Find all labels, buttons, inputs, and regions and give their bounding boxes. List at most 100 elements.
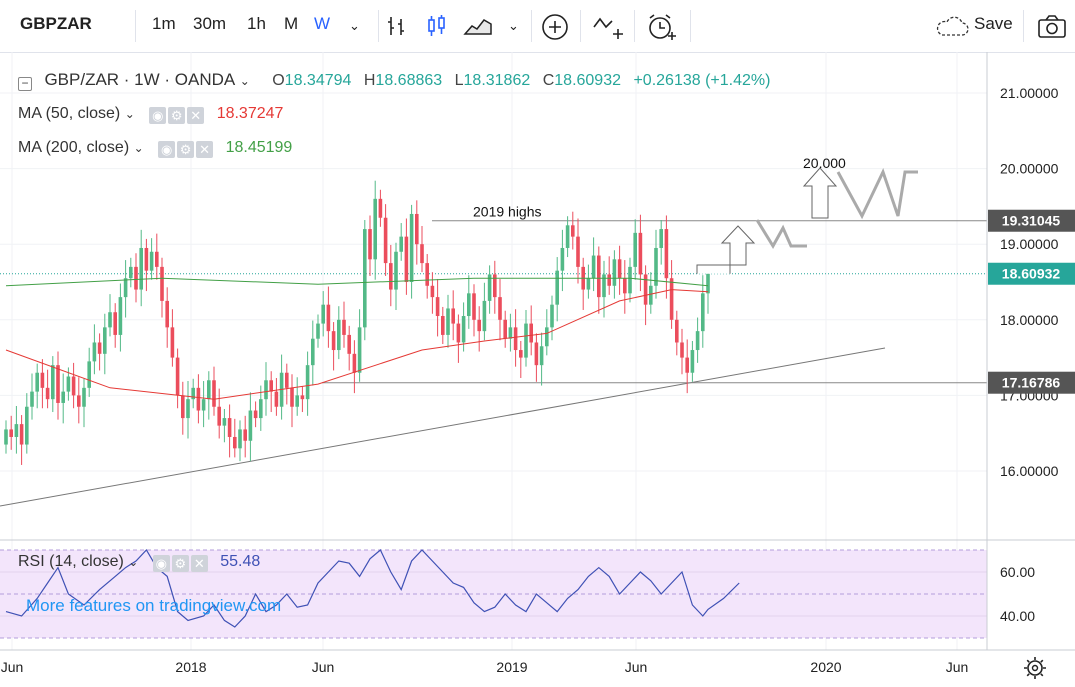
chevron-down-icon[interactable]: ⌄ — [128, 555, 139, 569]
close-icon[interactable]: ✕ — [187, 107, 205, 124]
candle-body — [586, 278, 591, 290]
rsi-tick-label: 40.00 — [1000, 608, 1035, 624]
time-tick-label: 2020 — [810, 659, 841, 675]
candle-body — [389, 263, 393, 290]
gear-icon[interactable]: ⚙ — [168, 107, 186, 124]
candle-body — [654, 247, 658, 286]
candle-body — [311, 338, 315, 366]
compare-icon[interactable] — [592, 13, 626, 41]
candle-body — [664, 229, 669, 279]
symbol-search[interactable]: GBPZAR — [20, 14, 92, 33]
rsi-line — [5, 549, 740, 628]
candle-body — [186, 399, 190, 419]
candle-body — [493, 274, 497, 298]
price-axis[interactable]: 21.0000020.0000019.0000018.0000017.00000… — [1000, 85, 1059, 479]
candle-body — [487, 274, 492, 301]
chevron-down-icon[interactable]: ⌄ — [239, 74, 250, 88]
time-axis[interactable]: Jun 2018 Jun 2019 Jun 2020 Jun — [1, 659, 969, 675]
legend-buttons[interactable]: ◉ ⚙ ✕ — [158, 139, 219, 158]
chevron-down-icon[interactable]: ⌄ — [349, 18, 360, 33]
legend-buttons[interactable]: ◉ ⚙ ✕ — [149, 105, 210, 124]
candle-body — [326, 304, 331, 332]
candle-body — [706, 273, 710, 294]
candle-body — [680, 342, 684, 358]
candle-body — [690, 350, 695, 373]
gear-icon[interactable]: ⚙ — [171, 555, 189, 572]
candle-body — [227, 418, 232, 437]
rsi-grid — [0, 549, 987, 639]
candle-body — [612, 259, 617, 286]
candle-body — [35, 372, 39, 392]
candle-body — [602, 274, 606, 298]
candle-body — [82, 387, 86, 407]
close-icon[interactable]: ✕ — [196, 141, 214, 158]
chevron-down-icon[interactable]: ⌄ — [508, 18, 519, 33]
candle-body — [638, 232, 643, 275]
candle-body — [524, 323, 528, 358]
interval-1m[interactable]: 1m — [152, 14, 176, 33]
price-chart[interactable]: 2019 highs 20.000 21.00000 20.00000 19.000… — [0, 52, 1075, 687]
save-button[interactable]: Save — [974, 14, 1013, 33]
trend-line[interactable] — [0, 347, 886, 507]
candle-body — [274, 391, 279, 407]
cloud-icon[interactable] — [934, 15, 970, 39]
candle-body — [472, 293, 476, 320]
candle-body — [30, 391, 34, 407]
candle-body — [259, 399, 263, 419]
candle-body — [134, 266, 138, 290]
gear-icon[interactable]: ⚙ — [177, 141, 195, 158]
time-tick-label: Jun — [625, 659, 648, 675]
candle-body — [425, 263, 429, 286]
close-icon[interactable]: ✕ — [190, 555, 208, 572]
indicators-add-icon[interactable] — [541, 13, 569, 41]
projection-drawings[interactable] — [696, 167, 918, 274]
alarm-clock-icon[interactable] — [646, 12, 678, 42]
price-tags: 19.31045 18.60932 17.16786 — [988, 209, 1075, 394]
candle-body — [435, 297, 440, 317]
interval-week[interactable]: W — [314, 14, 331, 33]
candle-body — [9, 429, 13, 437]
candle-body — [25, 406, 29, 445]
candle-body — [420, 244, 424, 264]
chevron-down-icon[interactable]: ⌄ — [133, 141, 144, 155]
candle-body — [149, 251, 154, 271]
collapse-icon[interactable]: − — [18, 77, 32, 91]
bar-chart-icon[interactable] — [385, 14, 409, 38]
candle-body — [628, 266, 632, 294]
chart-title[interactable]: GBP/ZAR · 1W · OANDA — [44, 70, 236, 89]
time-tick-label: 2018 — [175, 659, 206, 675]
candle-body — [461, 316, 466, 343]
camera-icon[interactable] — [1037, 14, 1067, 40]
highs-annotation: 2019 highs — [473, 204, 542, 220]
candle-body — [243, 429, 247, 441]
candle-body — [409, 213, 414, 282]
rsi-legend[interactable]: RSI (14, close) ⌄ ◉ ⚙ ✕ 55.48 — [18, 553, 261, 572]
promo-link[interactable]: More features on tradingview.com — [26, 596, 282, 615]
chevron-down-icon[interactable]: ⌄ — [124, 107, 135, 121]
candle-body — [305, 365, 310, 400]
resistance-tag: 19.31045 — [1002, 213, 1061, 229]
interval-30m[interactable]: 30m — [193, 14, 227, 33]
settings-gear-icon[interactable] — [1024, 657, 1046, 679]
candle-body — [19, 424, 24, 445]
ma50-legend[interactable]: MA (50, close) ⌄ ◉ ⚙ ✕ 18.37247 — [18, 105, 284, 124]
candle-body — [238, 429, 242, 449]
candle-body — [565, 225, 570, 248]
candle-body — [633, 232, 637, 267]
candle-body — [222, 418, 227, 426]
candle-body — [363, 229, 367, 328]
eye-icon[interactable]: ◉ — [158, 141, 176, 158]
candle-body — [357, 327, 362, 373]
interval-1h[interactable]: 1h — [247, 14, 266, 33]
legend-buttons[interactable]: ◉ ⚙ ✕ — [152, 553, 214, 572]
candle-body — [40, 372, 45, 388]
eye-icon[interactable]: ◉ — [149, 107, 167, 124]
interval-month[interactable]: M — [284, 14, 299, 33]
candle-body — [373, 198, 377, 260]
candle-body — [61, 391, 65, 403]
area-chart-icon[interactable] — [463, 14, 493, 38]
divider — [1023, 10, 1024, 42]
eye-icon[interactable]: ◉ — [152, 555, 170, 572]
ma200-legend[interactable]: MA (200, close) ⌄ ◉ ⚙ ✕ 18.45199 — [18, 139, 293, 158]
candles-icon[interactable] — [425, 14, 449, 38]
